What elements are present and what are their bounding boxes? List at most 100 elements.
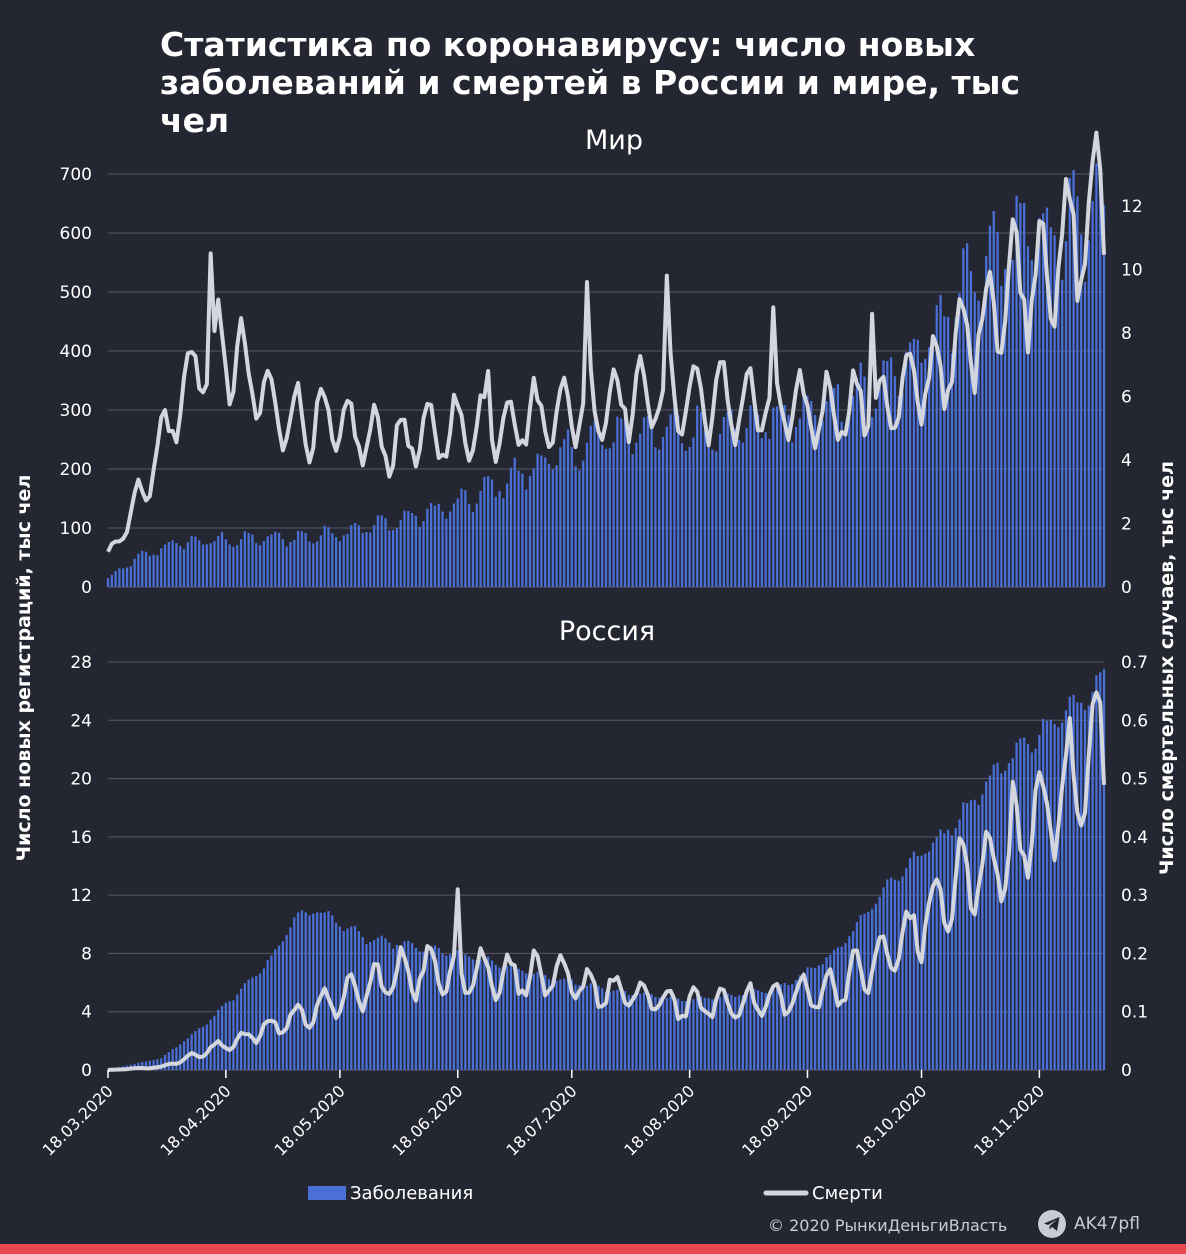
cases-bar — [669, 414, 672, 587]
cases-bar — [167, 1052, 170, 1070]
cases-bar — [863, 376, 866, 587]
cases-bar — [304, 532, 307, 587]
cases-bar — [277, 945, 281, 1070]
telegram-handle[interactable]: AK47pfl — [1038, 1210, 1140, 1238]
cases-bar — [429, 502, 433, 587]
cases-bar — [582, 985, 585, 1070]
left-tick-label: 24 — [70, 711, 92, 731]
cases-bar — [840, 946, 843, 1070]
cases-bar — [353, 523, 357, 587]
cases-bar — [338, 541, 342, 587]
cases-bar — [175, 1047, 178, 1070]
legend: Заболевания Смерти — [308, 1183, 883, 1204]
cases-bar — [1023, 202, 1026, 587]
cases-bar — [943, 833, 946, 1070]
cases-bar — [494, 496, 497, 587]
cases-bar — [365, 532, 368, 587]
cases-bar — [198, 540, 201, 587]
cases-bar — [916, 856, 919, 1070]
cases-bar — [832, 387, 836, 587]
cases-bar — [391, 948, 395, 1070]
cases-bar — [494, 964, 497, 1070]
cases-bar — [498, 491, 501, 587]
cases-bar — [148, 555, 151, 587]
cases-bar — [487, 956, 490, 1070]
cases-bar — [730, 994, 733, 1070]
cases-bar — [506, 483, 509, 587]
cases-bar — [251, 534, 254, 587]
cases-bar — [114, 570, 117, 587]
cases-bar — [247, 979, 250, 1070]
cases-bar — [772, 407, 775, 587]
cases-bar — [350, 926, 353, 1070]
cases-bar — [627, 995, 630, 1070]
cases-bar — [372, 525, 376, 587]
cases-bar — [756, 990, 760, 1070]
cases-bar — [680, 443, 684, 587]
cases-bar — [612, 442, 615, 587]
cases-bar — [981, 312, 984, 587]
cases-bar — [251, 977, 254, 1070]
cases-bar — [509, 963, 513, 1070]
cases-bar — [707, 998, 710, 1070]
right-tick-label: 12 — [1121, 197, 1143, 217]
cases-bar — [376, 937, 380, 1070]
cases-bar — [639, 993, 642, 1070]
cases-bar — [661, 997, 665, 1070]
cases-bar — [551, 469, 554, 587]
cases-bar — [1034, 270, 1037, 587]
cases-bar — [802, 971, 805, 1070]
cases-bar — [988, 225, 992, 588]
cases-bar — [620, 418, 623, 587]
cases-bar — [528, 975, 532, 1070]
cases-bar — [220, 1005, 224, 1070]
cases-bar — [426, 508, 429, 587]
copyright-text: © 2020 РынкиДеньгиВласть — [768, 1216, 1008, 1235]
cases-bar — [798, 975, 802, 1070]
cases-bar — [418, 526, 421, 587]
cases-bar — [300, 910, 304, 1070]
cases-bar — [570, 447, 573, 587]
cases-bar — [658, 997, 661, 1070]
cases-bar — [388, 530, 391, 587]
cases-bar — [627, 440, 630, 587]
cases-bar — [559, 447, 562, 587]
cases-bar — [1053, 723, 1056, 1070]
cases-bar — [973, 799, 976, 1070]
cases-bar — [475, 503, 478, 587]
cases-bar — [817, 965, 821, 1070]
cases-bar — [889, 357, 893, 587]
cases-bar — [441, 511, 444, 587]
cases-bar — [228, 1001, 231, 1070]
left-tick-label: 12 — [70, 886, 92, 906]
cases-bar — [266, 536, 269, 587]
cases-bar — [1057, 727, 1060, 1070]
cases-bar — [201, 1026, 205, 1070]
cases-bar — [1034, 748, 1037, 1070]
cases-bar — [513, 964, 516, 1070]
cases-bar — [654, 447, 657, 587]
telegram-icon — [1038, 1210, 1066, 1238]
cases-bar — [851, 931, 855, 1070]
cases-bar — [878, 386, 881, 587]
cases-bar — [620, 989, 623, 1070]
cases-bar — [129, 566, 132, 587]
cases-bar — [441, 953, 444, 1070]
cases-bar — [403, 510, 406, 587]
cases-bar — [213, 540, 216, 587]
cases-bar — [696, 405, 699, 587]
cases-bar — [361, 533, 364, 587]
cases-bar — [631, 454, 634, 587]
cases-bar — [635, 442, 638, 587]
cases-bar — [160, 1058, 163, 1070]
left-tick-label: 4 — [81, 1003, 92, 1023]
cases-bar — [916, 339, 919, 587]
cases-bar — [684, 450, 687, 587]
cases-bar — [468, 503, 471, 587]
right-axis-title: Число смертельных случаев, тыс чел — [1156, 461, 1178, 875]
cases-bar — [783, 404, 786, 587]
cases-bar — [391, 529, 395, 587]
cases-bar — [745, 992, 748, 1070]
cases-bar — [106, 577, 110, 587]
cases-bar — [859, 915, 862, 1070]
